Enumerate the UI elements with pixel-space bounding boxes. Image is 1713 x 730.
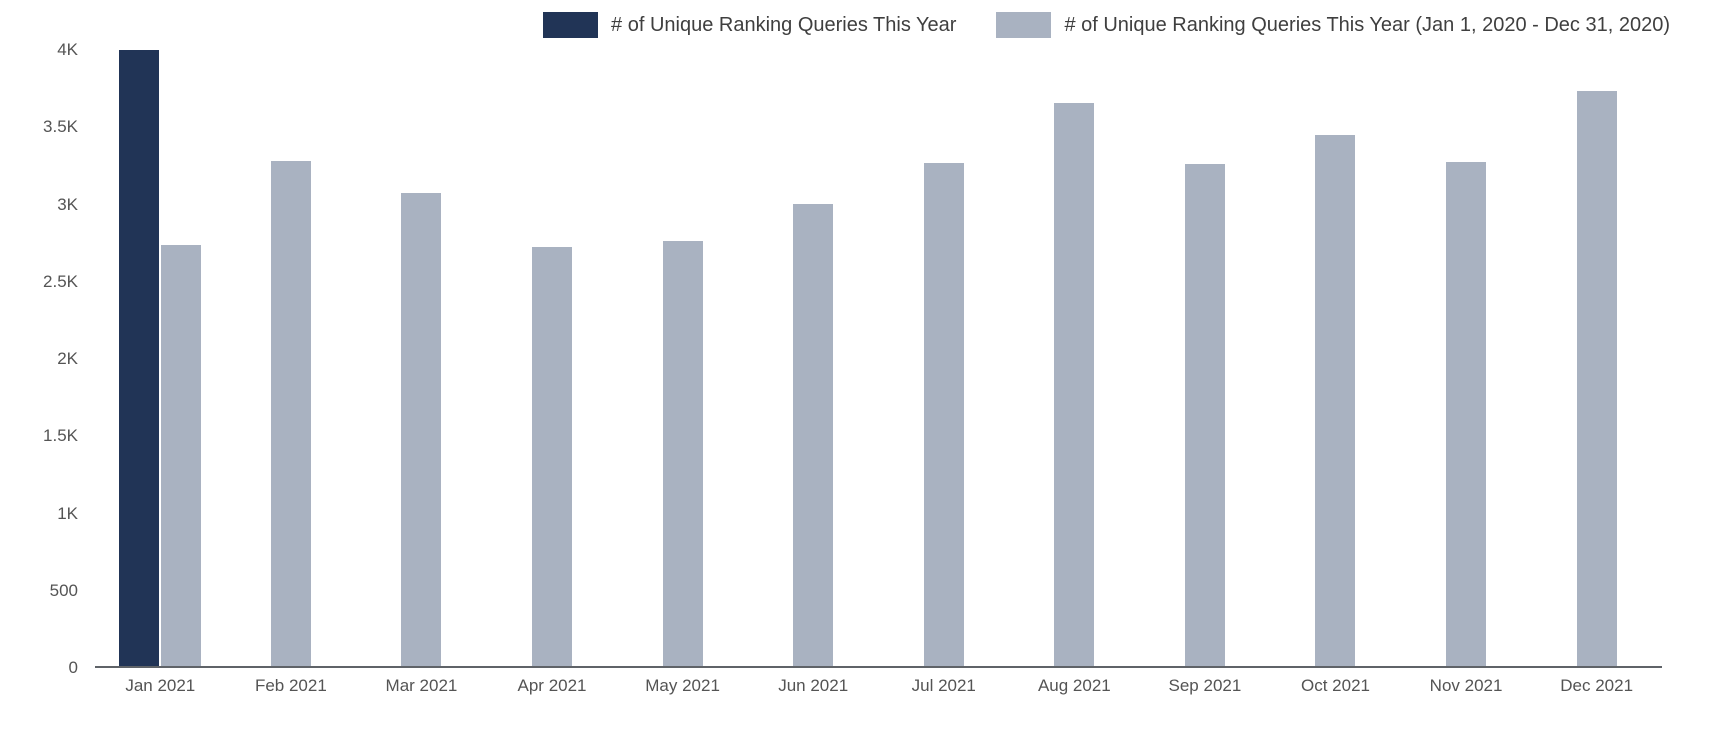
x-tick-label-aug-2021: Aug 2021 (1037, 676, 1111, 695)
x-tick-label-jun-2021: Jun 2021 (778, 676, 849, 695)
y-tick-label-4k: 4K (57, 40, 78, 59)
legend-label-previous-year: # of Unique Ranking Queries This Year (J… (1064, 13, 1670, 36)
bar-jun-2021-previous-year[interactable] (793, 204, 834, 666)
bar-group-apr-2021 (487, 50, 618, 666)
bar-jan-2021-this-year[interactable] (119, 50, 160, 666)
bar-apr-2021-previous-year[interactable] (532, 247, 573, 666)
chart-legend: # of Unique Ranking Queries This Year # … (0, 12, 1670, 38)
y-tick-label-2-5k: 2.5K (43, 271, 78, 291)
x-tick-label-jul-2021: Jul 2021 (911, 676, 976, 695)
bar-group-mar-2021 (356, 50, 487, 666)
y-tick-label-0: 0 (68, 658, 78, 677)
y-tick-label-1k: 1K (57, 503, 78, 523)
x-tick-label-may-2021: May 2021 (645, 676, 720, 695)
x-tick-label-apr-2021: Apr 2021 (517, 676, 587, 695)
legend-item-this-year[interactable]: # of Unique Ranking Queries This Year (543, 12, 956, 38)
x-tick-label-mar-2021: Mar 2021 (385, 676, 458, 695)
bar-group-oct-2021 (1270, 50, 1401, 666)
y-axis: 0 500 1K 1.5K 2K 2.5K 3K 3.5K 4K (0, 0, 78, 730)
bar-feb-2021-previous-year[interactable] (270, 160, 311, 666)
bar-dec-2021-previous-year[interactable] (1576, 90, 1617, 666)
bar-group-nov-2021 (1401, 50, 1532, 666)
bar-group-jul-2021 (878, 50, 1009, 666)
y-tick-label-2k: 2K (57, 349, 78, 368)
x-tick-label-dec-2021: Dec 2021 (1560, 676, 1634, 695)
legend-item-previous-year[interactable]: # of Unique Ranking Queries This Year (J… (996, 12, 1670, 38)
legend-swatch-this-year-icon (543, 12, 599, 38)
bar-group-feb-2021 (226, 50, 357, 666)
x-tick-label-feb-2021: Feb 2021 (254, 676, 327, 695)
x-tick-label-nov-2021: Nov 2021 (1429, 676, 1503, 695)
bar-oct-2021-previous-year[interactable] (1315, 134, 1356, 666)
bar-group-may-2021 (617, 50, 748, 666)
x-tick-label-oct-2021: Oct 2021 (1300, 676, 1370, 695)
x-tick-label-jan-2021: Jan 2021 (125, 676, 196, 695)
bar-jul-2021-previous-year[interactable] (923, 163, 964, 666)
bar-nov-2021-previous-year[interactable] (1446, 161, 1487, 666)
bar-group-aug-2021 (1009, 50, 1140, 666)
legend-swatch-previous-year-icon (996, 12, 1052, 38)
bar-jan-2021-previous-year[interactable] (161, 245, 202, 666)
bar-group-jan-2021 (95, 50, 226, 666)
bar-sep-2021-previous-year[interactable] (1184, 163, 1225, 666)
x-axis-labels: Jan 2021 Feb 2021 Mar 2021 Apr 2021 May 2021… (95, 676, 1662, 696)
y-tick-label-500: 500 (49, 580, 78, 600)
legend-label-this-year: # of Unique Ranking Queries This Year (611, 13, 957, 36)
y-tick-label-1-5k: 1.5K (43, 426, 78, 446)
x-tick-label-sep-2021: Sep 2021 (1168, 676, 1242, 695)
bar-aug-2021-previous-year[interactable] (1054, 102, 1095, 666)
bar-group-jun-2021 (748, 50, 879, 666)
bar-may-2021-previous-year[interactable] (662, 241, 703, 666)
plot-area (95, 50, 1662, 668)
bar-group-sep-2021 (1140, 50, 1271, 666)
y-tick-label-3-5k: 3.5K (43, 117, 78, 137)
y-tick-label-3k: 3K (57, 194, 78, 214)
bar-group-dec-2021 (1531, 50, 1662, 666)
bar-mar-2021-previous-year[interactable] (401, 192, 442, 666)
